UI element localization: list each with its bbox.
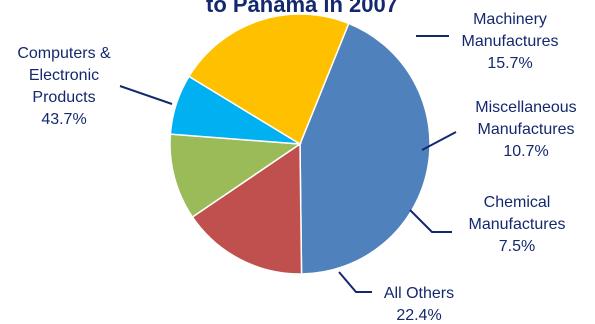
slice-label-line: All Others	[384, 285, 454, 302]
slice-label-line: Miscellaneous	[475, 99, 576, 116]
slice-label-line: Manufactures	[478, 121, 575, 138]
leader-line-miscellaneous	[421, 131, 457, 151]
pie-slice-miscellaneous	[169, 133, 303, 219]
slice-label-line: Manufactures	[469, 216, 566, 233]
pie-slice-computers	[299, 22, 431, 275]
slice-label-machinery: Machinery Manufactures 15.7%	[462, 11, 559, 72]
slice-labels: Computers & Electronic Products 43.7% Machin…	[17, 11, 576, 324]
slice-label-line: Manufactures	[462, 33, 559, 50]
leader-lines	[119, 35, 457, 293]
chart-title: to Panama in 2007	[206, 0, 398, 17]
slice-label-line: Chemical	[484, 194, 551, 211]
pie-slice-machinery	[191, 142, 303, 275]
slice-value-machinery: 15.7%	[487, 55, 532, 72]
slice-label-computers: Computers & Electronic Products 43.7%	[17, 45, 111, 128]
slice-value-chemical: 7.5%	[499, 238, 535, 255]
leader-line-chemical	[409, 209, 452, 233]
slice-value-miscellaneous: 10.7%	[503, 143, 548, 160]
slice-label-chemical: Chemical Manufactures 7.5%	[469, 194, 566, 255]
pie-slices	[169, 13, 431, 275]
slice-label-line: Products	[32, 89, 95, 106]
leader-line-computers	[119, 85, 173, 105]
slice-label-line: Electronic	[29, 67, 99, 84]
slice-value-computers: 43.7%	[41, 111, 86, 128]
slice-label-all-others: All Others 22.4%	[384, 285, 454, 324]
pie-slice-all-others	[187, 13, 350, 146]
leader-line-all-others	[338, 271, 372, 293]
slice-label-line: Computers &	[17, 45, 111, 62]
slice-label-line: Machinery	[473, 11, 547, 28]
slice-value-all-others: 22.4%	[396, 307, 441, 324]
slice-label-miscellaneous: Miscellaneous Manufactures 10.7%	[475, 99, 576, 160]
